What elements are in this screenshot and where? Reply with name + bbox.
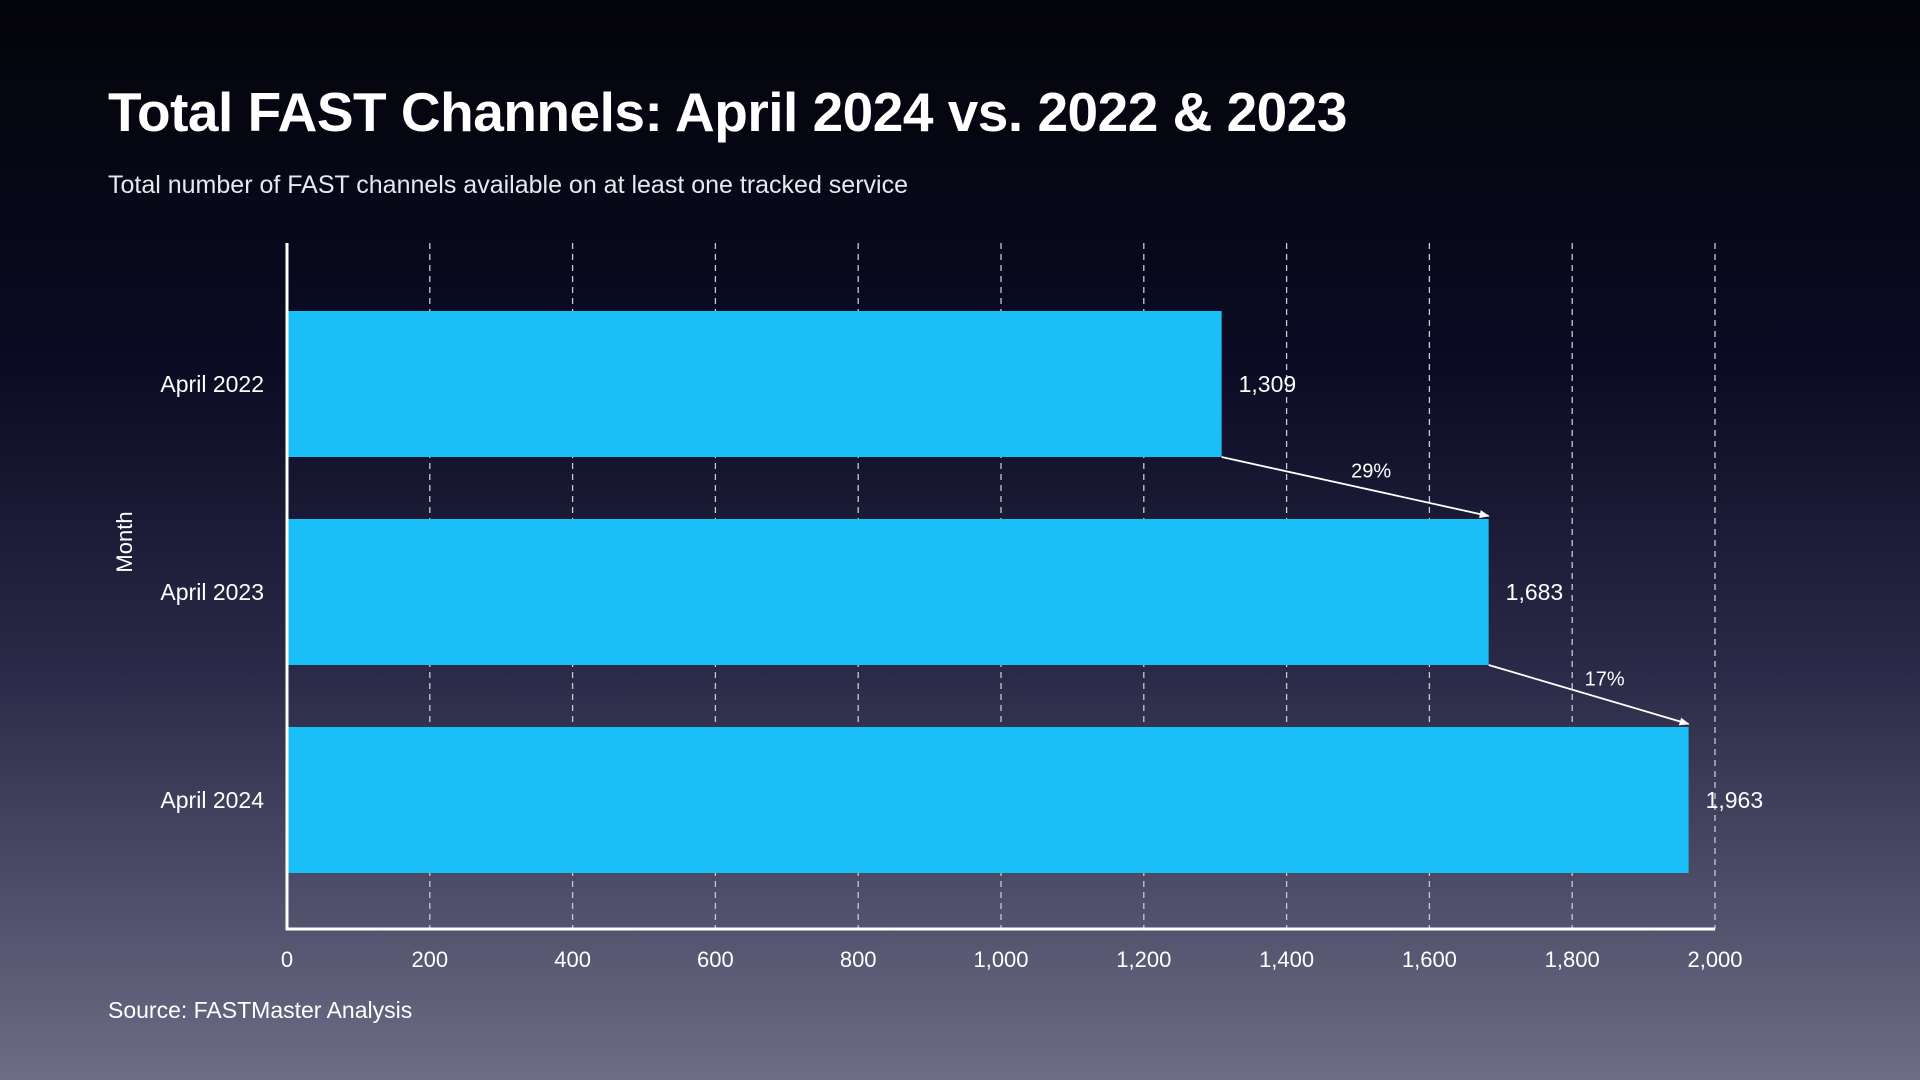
x-tick-label: 800 (840, 947, 877, 972)
bar (287, 519, 1489, 665)
x-tick-label: 1,800 (1545, 947, 1600, 972)
x-tick-label: 1,200 (1116, 947, 1171, 972)
x-tick-label: 400 (554, 947, 591, 972)
source-note: Source: FASTMaster Analysis (108, 997, 413, 1023)
bar (287, 727, 1689, 873)
annotations: 29% 17% (1221, 456, 1690, 726)
x-tick-label: 600 (697, 947, 734, 972)
data-label: 1,309 (1239, 371, 1297, 397)
growth-label: 17% (1585, 669, 1625, 691)
data-label: 1,963 (1706, 787, 1764, 813)
y-axis-title: Month (112, 511, 137, 572)
growth-arrow (1221, 456, 1490, 518)
x-tick-label: 0 (281, 947, 293, 972)
growth-label: 29% (1351, 461, 1391, 483)
axes (285, 243, 1715, 931)
growth-arrow (1488, 664, 1690, 726)
category-label: April 2024 (160, 787, 264, 813)
chart-subtitle: Total number of FAST channels available … (108, 171, 908, 199)
labels: 0 200 400 600 800 1,000 1,200 1,400 1,600 1,800 2,… (112, 371, 1763, 972)
x-tick-label: 1,600 (1402, 947, 1457, 972)
chart-title: Total FAST Channels: April 2024 vs. 2022… (108, 81, 1347, 143)
x-tick-label: 2,000 (1687, 947, 1742, 972)
x-tick-label: 1,000 (973, 947, 1028, 972)
x-tick-label: 200 (411, 947, 448, 972)
bars (287, 311, 1689, 873)
category-label: April 2023 (160, 579, 264, 605)
x-tick-label: 1,400 (1259, 947, 1314, 972)
bar (287, 311, 1222, 457)
category-label: April 2022 (160, 371, 264, 397)
data-label: 1,683 (1506, 579, 1564, 605)
